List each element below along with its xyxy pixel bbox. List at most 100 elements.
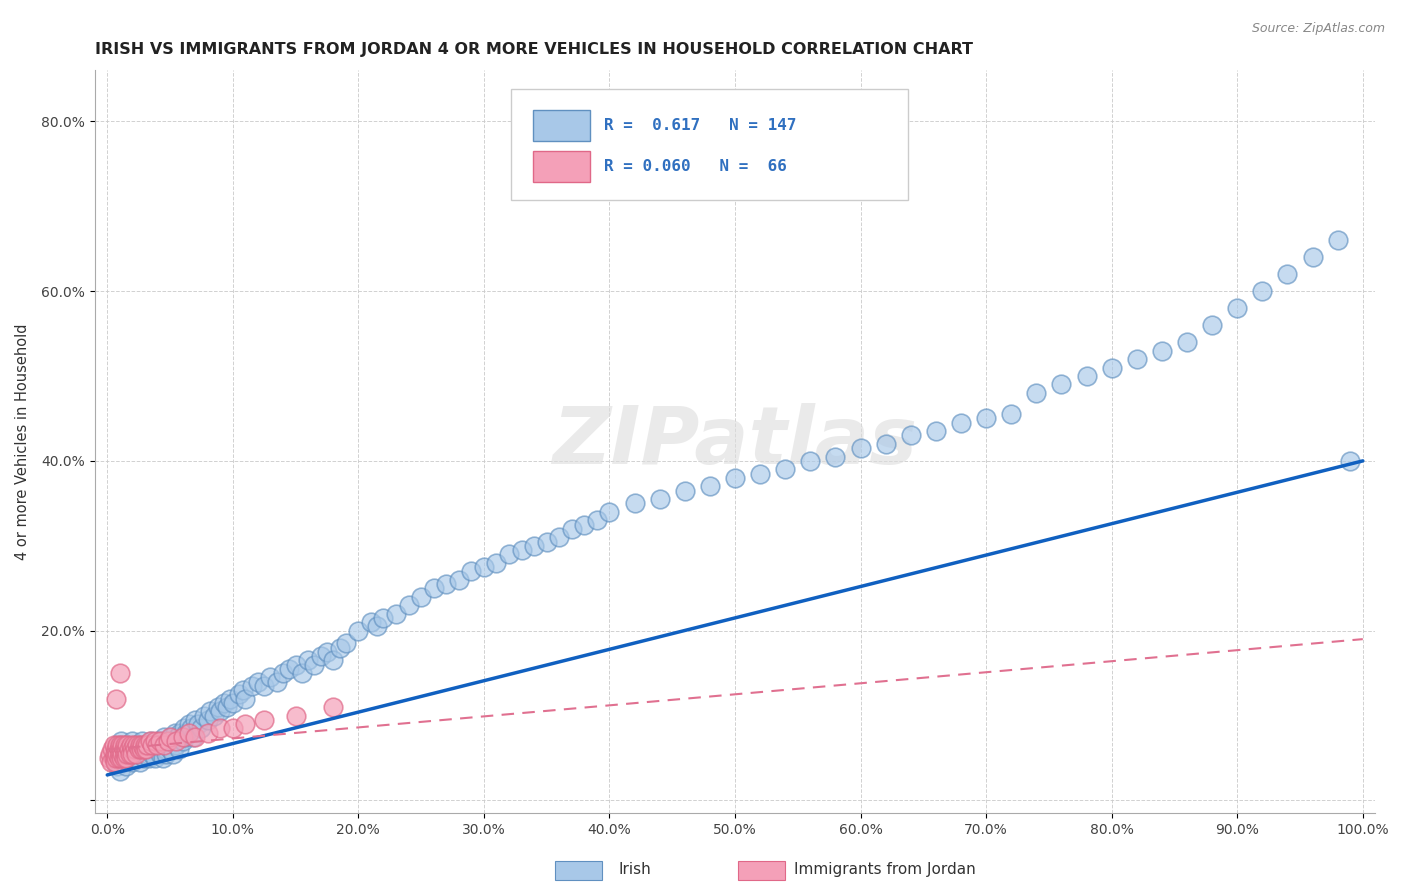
Point <box>115 742 138 756</box>
Point <box>253 679 276 693</box>
Point <box>1302 250 1324 264</box>
Point <box>548 530 571 544</box>
Point <box>271 666 294 681</box>
Point <box>114 738 136 752</box>
Point <box>131 734 153 748</box>
Point <box>138 751 160 765</box>
Point <box>1175 334 1198 349</box>
Point <box>108 738 131 752</box>
Point <box>1150 343 1173 358</box>
Point <box>153 742 176 756</box>
Point <box>411 590 433 604</box>
Point <box>136 738 159 752</box>
Point <box>232 683 254 698</box>
Point <box>165 734 187 748</box>
Point <box>117 747 139 761</box>
Point <box>129 747 152 761</box>
Point <box>163 734 186 748</box>
Point <box>108 747 131 761</box>
Point <box>152 751 174 765</box>
Point <box>117 738 139 752</box>
Point <box>228 687 250 701</box>
Point <box>128 742 150 756</box>
Point <box>202 708 225 723</box>
Point <box>122 751 145 765</box>
Point <box>111 747 134 761</box>
Point <box>253 713 276 727</box>
Point <box>132 742 155 756</box>
Point <box>127 751 149 765</box>
Text: Irish: Irish <box>619 863 651 877</box>
Point <box>177 725 200 739</box>
Point <box>434 577 457 591</box>
Point <box>148 734 170 748</box>
Point <box>297 653 319 667</box>
Point <box>121 747 143 761</box>
Point <box>1326 233 1348 247</box>
Point <box>169 725 191 739</box>
Point <box>97 751 120 765</box>
FancyBboxPatch shape <box>533 151 591 182</box>
Point <box>207 700 229 714</box>
Point <box>799 454 821 468</box>
Point <box>222 721 245 735</box>
Point <box>131 738 153 752</box>
Point <box>117 738 139 752</box>
Point <box>111 751 134 765</box>
Point <box>155 747 177 761</box>
Point <box>152 730 174 744</box>
Point <box>673 483 696 498</box>
Point <box>104 755 127 769</box>
Point <box>398 598 420 612</box>
Point <box>101 742 124 756</box>
Point <box>105 738 128 752</box>
Point <box>125 738 148 752</box>
Point <box>132 751 155 765</box>
Point <box>118 747 141 761</box>
Point <box>141 738 163 752</box>
Point <box>125 747 148 761</box>
Point <box>373 611 395 625</box>
Point <box>105 751 128 765</box>
Point <box>105 742 128 756</box>
Point <box>108 666 131 681</box>
Point <box>510 543 533 558</box>
Point <box>128 742 150 756</box>
Point <box>460 564 482 578</box>
Point <box>849 441 872 455</box>
Point <box>107 742 129 756</box>
Text: Immigrants from Jordan: Immigrants from Jordan <box>794 863 976 877</box>
Point <box>177 717 200 731</box>
Point <box>1277 267 1299 281</box>
Point <box>749 467 772 481</box>
Point <box>115 747 138 761</box>
Text: R = 0.060   N =  66: R = 0.060 N = 66 <box>605 159 787 174</box>
Point <box>1251 284 1274 298</box>
Point <box>335 636 357 650</box>
Point <box>187 717 209 731</box>
Point <box>117 742 139 756</box>
Y-axis label: 4 or more Vehicles in Household: 4 or more Vehicles in Household <box>15 324 30 560</box>
Point <box>129 738 152 752</box>
Point <box>103 751 125 765</box>
Point <box>498 547 520 561</box>
Point <box>240 679 263 693</box>
Point <box>974 411 997 425</box>
Point <box>112 742 135 756</box>
Point <box>266 674 288 689</box>
Point <box>197 713 219 727</box>
Point <box>200 704 222 718</box>
Point <box>135 738 157 752</box>
Point <box>925 424 948 438</box>
Point <box>900 428 922 442</box>
Point <box>824 450 846 464</box>
Point <box>129 755 152 769</box>
Point <box>143 751 166 765</box>
Point <box>146 742 169 756</box>
Point <box>157 738 180 752</box>
Point <box>422 581 444 595</box>
Point <box>112 751 135 765</box>
Point <box>165 738 187 752</box>
Point <box>136 747 159 761</box>
Point <box>143 734 166 748</box>
